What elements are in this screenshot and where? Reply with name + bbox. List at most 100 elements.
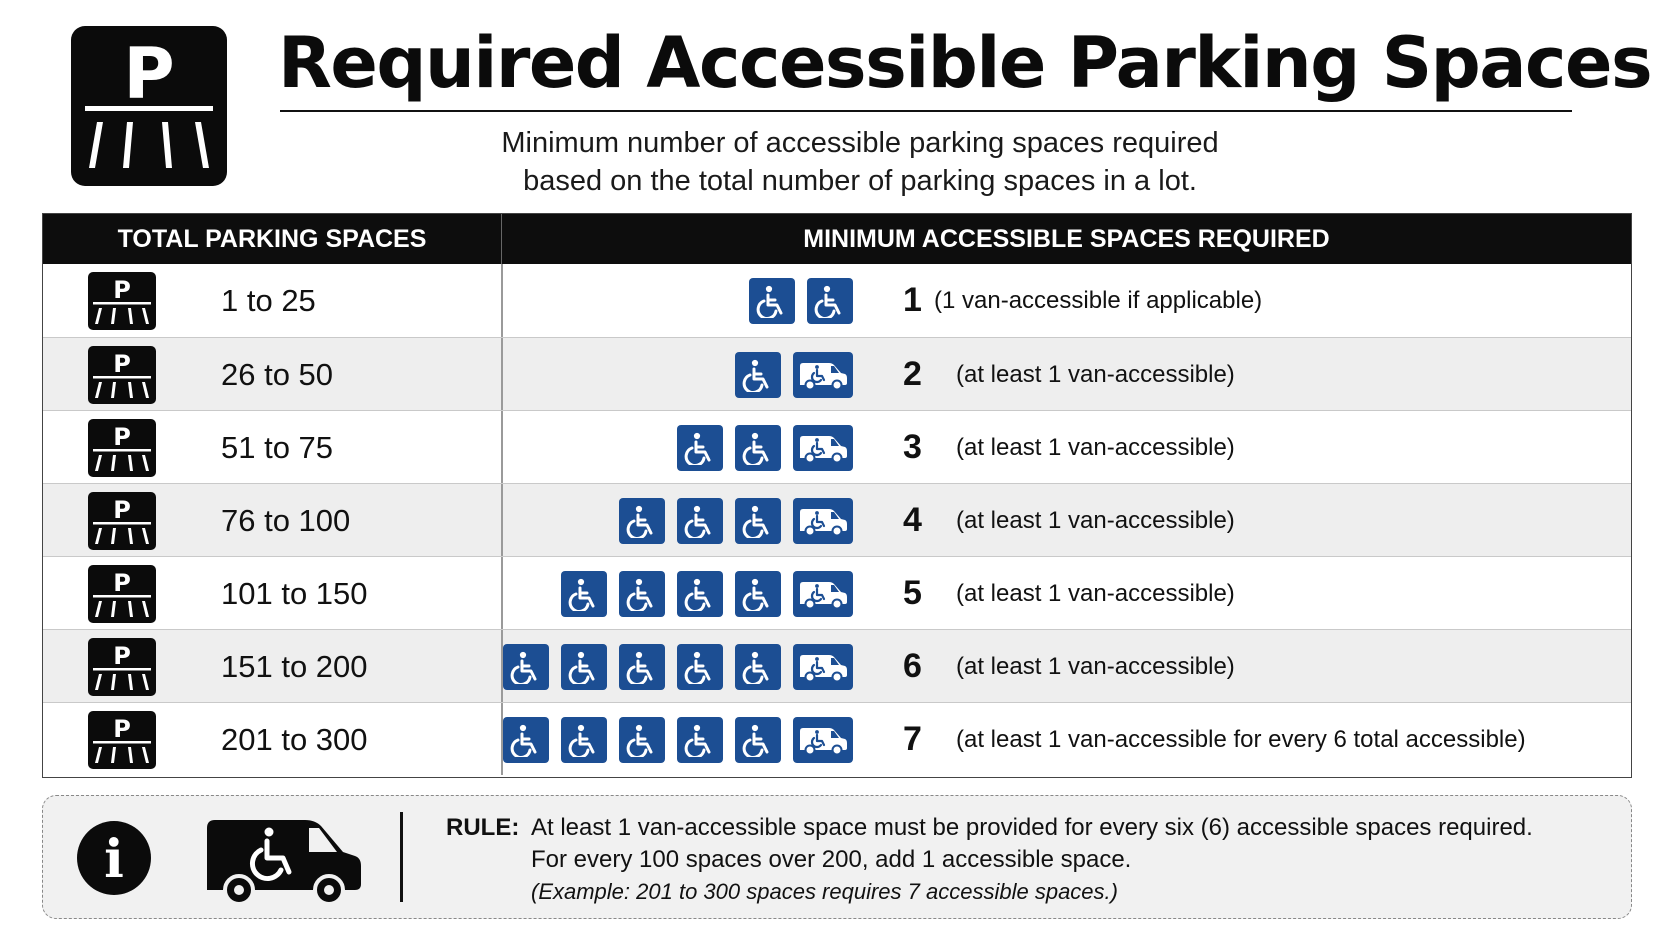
wheelchair-icon — [619, 644, 665, 690]
row-range: 51 to 75 — [221, 430, 334, 465]
table-row: P 101 to 150 5 (at least 1 van-accessible) — [43, 556, 1631, 629]
wheelchair-icon — [619, 571, 665, 617]
table-body: P 1 to 25 1 (1 van-accessible if applicable… — [43, 264, 1631, 775]
icon-group — [503, 717, 853, 763]
column-header-minimum: MINIMUM ACCESSIBLE SPACES REQUIRED — [501, 214, 1631, 264]
row-range: 1 to 25 — [221, 283, 316, 318]
rule-panel: i RULE: At least 1 van-accessible space … — [42, 795, 1632, 919]
wheelchair-icon — [807, 278, 853, 324]
wheelchair-icon — [677, 498, 723, 544]
van-accessible-icon — [793, 571, 853, 617]
rule-example: (Example: 201 to 300 spaces requires 7 a… — [531, 879, 1118, 904]
parking-lot-letter: P — [113, 496, 131, 524]
wheelchair-icon — [503, 644, 549, 690]
row-note: (1 van-accessible if applicable) — [934, 287, 1263, 314]
column-divider — [501, 484, 503, 556]
wheelchair-icon — [735, 644, 781, 690]
parking-lot-letter: P — [113, 350, 131, 378]
column-divider — [501, 630, 503, 702]
parking-logo-icon: P — [71, 26, 227, 186]
requirements-table: TOTAL PARKING SPACES MINIMUM ACCESSIBLE … — [42, 213, 1632, 778]
parking-lot-icon: P — [88, 492, 156, 550]
column-header-total: TOTAL PARKING SPACES — [117, 225, 427, 253]
wheelchair-icon — [677, 425, 723, 471]
row-count: 2 — [903, 355, 922, 393]
page-title: Required Accessible Parking Spaces — [278, 22, 1653, 104]
van-accessible-icon — [793, 498, 853, 544]
row-range: 151 to 200 — [221, 649, 368, 684]
parking-lot-icon: P — [88, 711, 156, 769]
van-accessible-icon — [793, 352, 853, 398]
column-divider — [501, 557, 503, 629]
wheelchair-icon — [503, 717, 549, 763]
title-divider — [280, 110, 1572, 112]
row-note: (at least 1 van-accessible) — [956, 361, 1235, 388]
parking-lot-letter: P — [113, 276, 131, 304]
column-divider — [501, 703, 503, 775]
wheelchair-icon — [735, 717, 781, 763]
row-count: 7 — [903, 720, 922, 758]
row-count: 3 — [903, 428, 922, 466]
icon-group — [677, 425, 853, 471]
wheelchair-icon — [677, 644, 723, 690]
icon-group — [503, 644, 853, 690]
van-accessible-icon — [793, 717, 853, 763]
rule-divider — [400, 812, 403, 902]
parking-lot-icon: P — [88, 419, 156, 477]
row-count: 1 — [903, 281, 922, 319]
table-row: P 1 to 25 1 (1 van-accessible if applicable… — [43, 264, 1631, 337]
wheelchair-icon — [619, 717, 665, 763]
row-note: (at least 1 van-accessible) — [956, 653, 1235, 680]
page-subtitle: Minimum number of accessible parking spa… — [380, 124, 1340, 200]
van-accessible-icon — [793, 644, 853, 690]
wheelchair-icon — [735, 571, 781, 617]
rule-line-1: At least 1 van-accessible space must be … — [531, 814, 1533, 841]
rule-line-2: For every 100 spaces over 200, add 1 acc… — [531, 846, 1132, 873]
parking-logo-letter: P — [123, 33, 174, 115]
table-row: P 76 to 100 4 (at least 1 van-accessible) — [43, 483, 1631, 556]
icon-group — [561, 571, 853, 617]
info-glyph: i — [104, 829, 124, 890]
rule-label: RULE: — [446, 814, 520, 841]
row-range: 201 to 300 — [221, 722, 368, 757]
wheelchair-icon — [677, 717, 723, 763]
column-divider — [501, 411, 503, 483]
row-count: 4 — [903, 501, 922, 539]
icon-group — [735, 352, 853, 398]
wheelchair-icon — [735, 352, 781, 398]
column-divider — [501, 338, 503, 410]
row-note: (at least 1 van-accessible) — [956, 580, 1235, 607]
parking-lot-letter: P — [113, 569, 131, 597]
row-range: 26 to 50 — [221, 357, 334, 392]
row-note: (at least 1 van-accessible for every 6 t… — [956, 726, 1526, 753]
van-accessible-icon — [793, 425, 853, 471]
wheelchair-icon — [735, 425, 781, 471]
wheelchair-icon — [561, 717, 607, 763]
table-header: TOTAL PARKING SPACES MINIMUM ACCESSIBLE … — [43, 214, 1631, 264]
rule-text: At least 1 van-accessible space must be … — [531, 812, 1533, 908]
row-range: 76 to 100 — [221, 503, 351, 538]
column-divider — [501, 264, 503, 337]
wheelchair-icon — [561, 571, 607, 617]
parking-lot-icon: P — [88, 346, 156, 404]
wheelchair-icon — [561, 644, 607, 690]
parking-lot-icon: P — [88, 565, 156, 623]
table-row: P 151 to 200 6 (at least 1 van-accessible) — [43, 629, 1631, 702]
row-note: (at least 1 van-accessible) — [956, 434, 1235, 461]
row-range: 101 to 150 — [221, 576, 368, 611]
table-row: P 201 to 300 7 (at least 1 van-accessible f… — [43, 702, 1631, 775]
wheelchair-icon — [735, 498, 781, 544]
row-count: 5 — [903, 574, 922, 612]
parking-lot-icon: P — [88, 638, 156, 696]
info-icon: i — [77, 821, 151, 895]
subtitle-line-2: based on the total number of parking spa… — [523, 165, 1197, 197]
wheelchair-icon — [677, 571, 723, 617]
subtitle-line-1: Minimum number of accessible parking spa… — [501, 127, 1219, 159]
row-note: (at least 1 van-accessible) — [956, 507, 1235, 534]
parking-lot-letter: P — [113, 642, 131, 670]
van-accessible-icon — [207, 820, 361, 906]
table-row: P 51 to 75 3 (at least 1 van-accessible) — [43, 410, 1631, 483]
icon-group — [619, 498, 853, 544]
icon-group — [749, 278, 853, 324]
parking-lot-icon: P — [88, 272, 156, 330]
